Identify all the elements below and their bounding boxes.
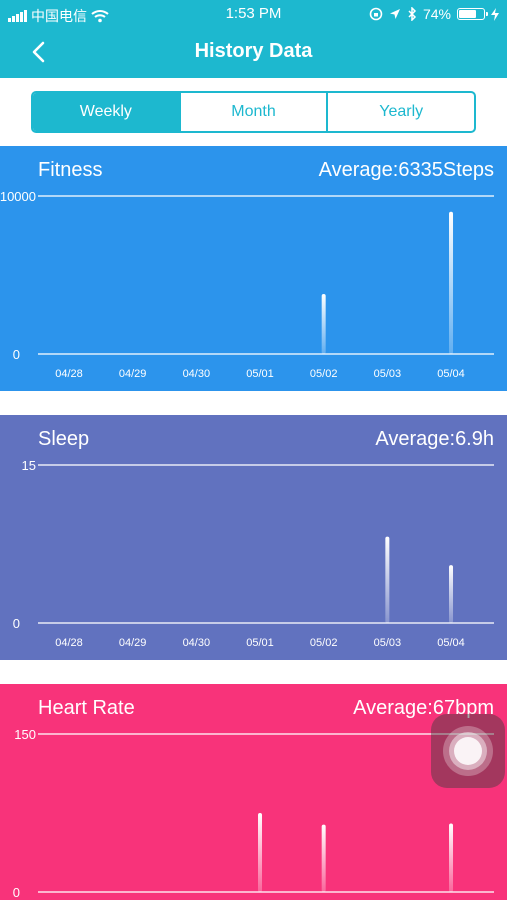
period-segmented-control: Weekly Month Yearly xyxy=(31,91,476,133)
fitness-xtick-label: 05/02 xyxy=(310,368,338,380)
page-title: History Data xyxy=(194,40,313,62)
status-right: 74% xyxy=(369,6,499,22)
heart-rate-bar xyxy=(321,824,326,892)
battery-icon xyxy=(457,8,488,20)
heart-rate-ytick-max: 150 xyxy=(14,727,36,742)
battery-fill xyxy=(459,10,477,18)
tab-yearly[interactable]: Yearly xyxy=(326,93,474,131)
fitness-title: Fitness xyxy=(38,159,103,181)
fitness-bar xyxy=(321,293,326,354)
fitness-xtick-label: 05/03 xyxy=(374,368,402,380)
sleep-card: Sleep Average:6.9h 15 0 04/28 04/29 04/30 05/… xyxy=(0,415,507,660)
charging-icon xyxy=(491,7,499,21)
heart-rate-bar xyxy=(449,823,454,892)
fitness-xtick-label: 04/28 xyxy=(55,368,83,380)
fitness-card: Fitness Average:6335Steps 10000 0 04/28 04/… xyxy=(0,146,507,391)
fitness-xtick-label: 05/01 xyxy=(246,368,274,380)
fitness-xtick-label: 04/30 xyxy=(183,368,211,380)
wifi-icon xyxy=(91,10,109,23)
heart-rate-title: Heart Rate xyxy=(38,697,135,719)
tab-month[interactable]: Month xyxy=(178,93,327,131)
bluetooth-icon xyxy=(408,7,417,21)
sleep-ytick-min: 0 xyxy=(13,616,20,631)
sleep-xtick-label: 05/02 xyxy=(310,637,338,649)
heart-rate-ytick-min: 0 xyxy=(13,885,20,900)
fitness-bar xyxy=(449,211,454,354)
back-chevron-icon[interactable] xyxy=(28,40,52,64)
sleep-average: Average:6.9h xyxy=(375,428,494,450)
fitness-average: Average:6335Steps xyxy=(318,159,494,181)
sleep-chart: 15 0 04/28 04/29 04/30 05/01 05/02 05/03 05/04 xyxy=(13,458,494,649)
status-bar: 中国电信 1:53 PM 74% xyxy=(0,0,507,28)
status-time: 1:53 PM xyxy=(225,5,282,22)
sleep-title: Sleep xyxy=(38,428,90,450)
sleep-bar xyxy=(449,565,454,623)
sleep-xtick-label: 04/29 xyxy=(119,637,147,649)
heart-rate-card: Heart Rate Average:67bpm 150 0 xyxy=(0,684,507,900)
signal-icon xyxy=(8,10,27,22)
sleep-xtick-label: 05/03 xyxy=(374,637,402,649)
nav-bar: History Data xyxy=(0,28,507,78)
heart-rate-average: Average:67bpm xyxy=(353,697,494,719)
period-selector-bar: Weekly Month Yearly xyxy=(0,78,507,146)
status-left: 中国电信 xyxy=(8,6,109,26)
fitness-xtick-label: 05/04 xyxy=(437,368,465,380)
sleep-bar xyxy=(385,536,390,623)
battery-percent: 74% xyxy=(422,6,451,22)
fitness-chart: 10000 0 04/28 04/29 04/30 05/01 05/02 05/03 05/0… xyxy=(0,189,494,380)
sleep-xtick-label: 04/30 xyxy=(183,637,211,649)
sleep-xtick-label: 04/28 xyxy=(55,637,83,649)
location-icon xyxy=(389,9,400,19)
fitness-ytick-max: 10000 xyxy=(0,189,36,204)
sleep-xtick-label: 05/01 xyxy=(246,637,274,649)
fitness-ytick-min: 0 xyxy=(13,347,20,362)
sleep-xtick-label: 05/04 xyxy=(437,637,465,649)
sleep-ytick-max: 15 xyxy=(22,458,36,473)
tab-weekly[interactable]: Weekly xyxy=(33,93,179,131)
carrier-label: 中国电信 xyxy=(31,8,87,24)
assistive-touch-button[interactable] xyxy=(431,714,505,788)
fitness-xtick-label: 04/29 xyxy=(119,368,147,380)
rotation-lock-icon xyxy=(369,7,383,21)
heart-rate-bar xyxy=(258,813,263,892)
